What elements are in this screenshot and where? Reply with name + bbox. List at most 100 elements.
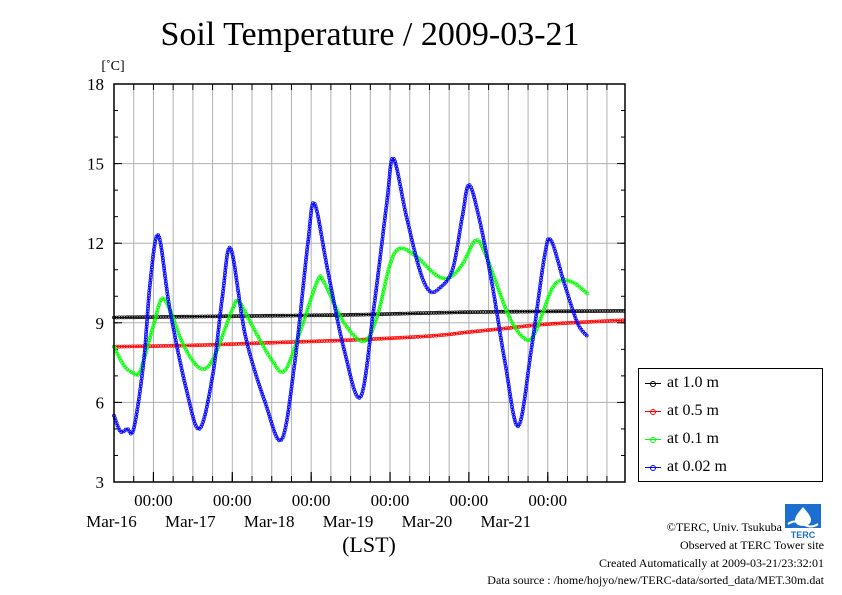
series-point: [161, 258, 166, 263]
series-point: [495, 312, 500, 317]
series-point: [205, 399, 210, 404]
y-tick-label: 6: [96, 393, 105, 412]
series-point: [390, 157, 394, 161]
legend-marker: [645, 429, 661, 449]
series-point: [298, 309, 303, 314]
series-point: [139, 381, 143, 386]
series-point: [543, 250, 548, 255]
series-point: [486, 263, 491, 268]
series-point: [539, 273, 544, 278]
series-point: [401, 200, 406, 204]
series-point: [304, 252, 309, 257]
x-tick-label-time: 00:00: [371, 491, 410, 510]
series-point: [619, 308, 623, 313]
series-point: [528, 309, 532, 314]
series-point: [336, 324, 341, 329]
series-point: [463, 191, 468, 196]
series-point: [371, 309, 376, 314]
series-point: [399, 187, 403, 192]
x-tick-label-date: Mar-18: [244, 512, 295, 531]
series-point: [273, 313, 278, 318]
series-point: [535, 304, 540, 309]
series-point: [512, 309, 517, 314]
series-point: [330, 293, 335, 298]
series-point: [327, 278, 332, 283]
series-point: [208, 386, 213, 391]
series-point: [506, 379, 511, 384]
series-point: [459, 222, 463, 227]
x-tick-label-date: Mar-21: [480, 512, 531, 531]
series-point: [192, 314, 197, 319]
series-point: [312, 313, 317, 318]
series-point: [329, 288, 334, 293]
x-tick-label-time: 00:00: [134, 491, 173, 510]
series-point: [309, 206, 314, 211]
series-group: [112, 156, 626, 443]
credit-site: Observed at TERC Tower site: [679, 538, 824, 552]
series-point: [235, 280, 239, 285]
legend-marker: [645, 457, 661, 477]
series-point: [173, 338, 178, 343]
series-point: [582, 309, 587, 314]
series-point: [402, 205, 407, 210]
series-point: [168, 310, 173, 314]
series-point: [529, 345, 534, 350]
series-point: [204, 404, 209, 409]
credit-source: Data source : /home/hojyo/new/TERC-data/…: [487, 573, 824, 587]
series-point: [502, 356, 507, 361]
terc-logo-icon: TERC: [785, 504, 821, 540]
series-point: [328, 283, 333, 288]
series-point: [536, 293, 541, 298]
series-point: [456, 237, 461, 242]
series-point: [210, 314, 215, 319]
legend-label: at 1.0 m: [667, 374, 719, 391]
series-point: [507, 389, 512, 394]
y-tick-label: 9: [96, 314, 105, 333]
series-point: [209, 381, 214, 386]
series-point: [213, 356, 218, 361]
series-point: [225, 252, 230, 257]
series-point: [195, 426, 200, 431]
series-point: [175, 345, 180, 350]
series-point: [178, 361, 183, 365]
series-line: [113, 310, 626, 318]
series-point: [461, 209, 466, 214]
series-point: [493, 304, 498, 309]
series-point: [382, 216, 387, 221]
series-point: [380, 294, 385, 299]
series-point: [396, 171, 400, 176]
series-point: [200, 367, 205, 371]
x-tick-label-time: 00:00: [450, 491, 489, 510]
series-point: [300, 288, 305, 293]
series-point: [221, 283, 226, 288]
series-point: [480, 233, 485, 238]
series-point: [379, 244, 384, 249]
series-point: [546, 237, 550, 242]
series-point: [285, 412, 290, 417]
legend-marker: [645, 373, 661, 393]
x-tick-label-date: Mar-20: [402, 512, 453, 531]
series-point: [620, 318, 625, 323]
series-point: [278, 369, 283, 374]
legend-item-0-1m: at 0.1 m: [645, 429, 719, 449]
series-point: [322, 250, 327, 255]
series-point: [374, 286, 379, 290]
series-point: [334, 314, 339, 319]
series-point: [478, 223, 483, 228]
x-tick-label-date: Mar-17: [165, 512, 216, 531]
series-point: [288, 392, 293, 397]
series-point: [231, 255, 235, 260]
series-point: [416, 311, 421, 316]
series-point: [488, 271, 493, 276]
series-point: [331, 298, 336, 303]
series-point: [158, 240, 163, 245]
series-point: [593, 309, 597, 314]
series-point: [473, 329, 477, 334]
series-point: [123, 427, 128, 432]
credit-copyright: ©TERC, Univ. Tsukuba: [666, 520, 782, 534]
series-point: [171, 325, 176, 330]
series-point: [296, 325, 301, 329]
series-point: [481, 310, 486, 314]
series-point: [525, 376, 530, 381]
series-point: [386, 187, 391, 192]
